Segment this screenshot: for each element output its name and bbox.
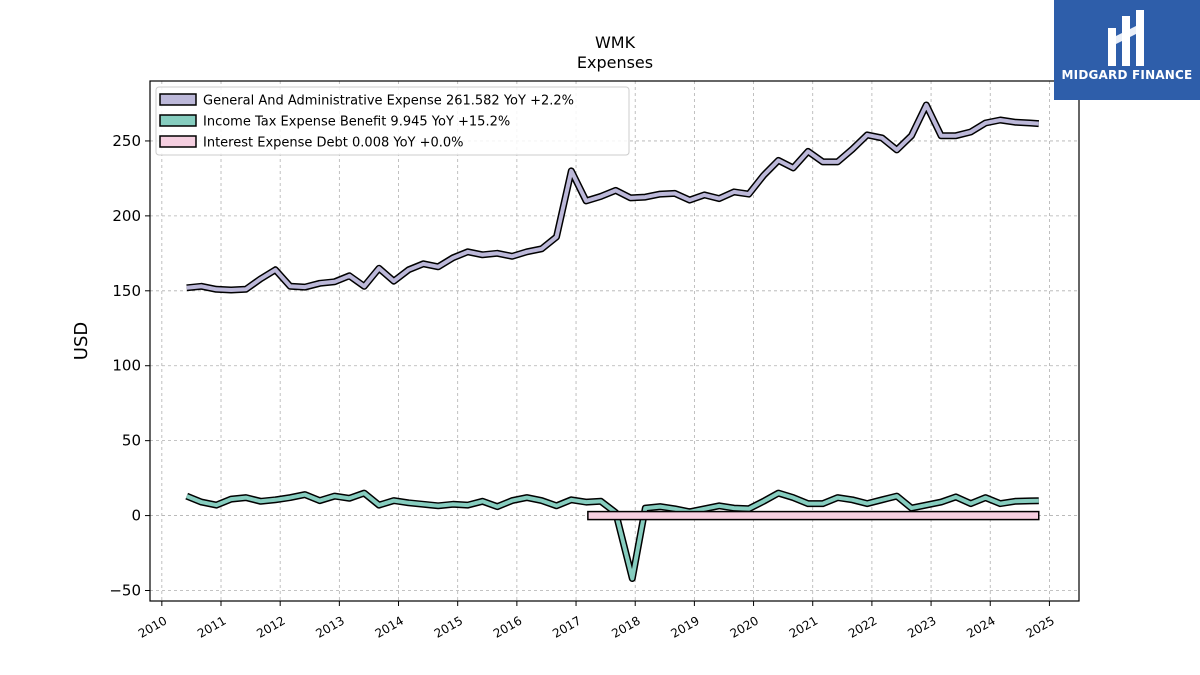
- y-axis: −50 0 50 100 150 200 250: [109, 132, 150, 600]
- chart-title: WMK: [595, 33, 636, 52]
- series-lines: [185, 101, 1040, 582]
- x-tick-label: 2015: [432, 613, 465, 640]
- y-tick-label: 0: [131, 507, 141, 525]
- x-tick-label: 2010: [136, 613, 169, 640]
- x-axis: 2010 2011 2012 2013 2014 2015 2016 2017 2018 2019…: [136, 601, 1057, 641]
- legend-label: Income Tax Expense Benefit 9.945 YoY +15…: [203, 115, 510, 130]
- legend-label: General And Administrative Expense 261.5…: [203, 94, 574, 109]
- y-tick-label: −50: [109, 582, 141, 600]
- y-tick-label: 150: [112, 282, 141, 300]
- y-tick-label: 50: [122, 432, 141, 450]
- plot-frame: [149, 80, 1080, 602]
- grid: [150, 81, 1079, 601]
- legend: General And Administrative Expense 261.5…: [155, 86, 630, 156]
- x-tick-label: 2011: [195, 613, 228, 640]
- y-tick-label: 100: [112, 357, 141, 375]
- x-tick-label: 2012: [254, 613, 287, 640]
- x-tick-label: 2018: [609, 613, 642, 640]
- midgard-finance-logo: MIDGARD FINANCE: [1054, 0, 1200, 100]
- x-tick-label: 2025: [1023, 613, 1056, 640]
- x-tick-label: 2017: [550, 613, 583, 640]
- chart-subtitle: Expenses: [577, 53, 653, 72]
- y-tick-label: 200: [112, 207, 141, 225]
- legend-label: Interest Expense Debt 0.008 YoY +0.0%: [203, 136, 464, 151]
- x-tick-label: 2013: [313, 613, 346, 640]
- x-tick-label: 2014: [373, 613, 406, 640]
- legend-swatch: [159, 93, 197, 106]
- y-tick-label: 250: [112, 132, 141, 150]
- y-axis-label: USD: [71, 322, 92, 360]
- x-tick-label: 2024: [964, 613, 997, 640]
- logo-mark-icon: [1108, 10, 1144, 66]
- logo-text: MIDGARD FINANCE: [1061, 68, 1193, 82]
- x-tick-label: 2023: [905, 613, 938, 640]
- legend-swatch: [159, 135, 197, 148]
- series-line-income-tax-expense-benefit: [185, 491, 1039, 581]
- legend-swatch: [159, 114, 197, 127]
- x-tick-label: 2020: [728, 613, 761, 640]
- x-tick-label: 2021: [787, 613, 820, 640]
- series-line-general-and-administrative-expense: [186, 103, 1039, 292]
- x-tick-label: 2016: [491, 613, 524, 640]
- x-tick-label: 2019: [668, 613, 701, 640]
- series-line-interest-expense-debt: [587, 510, 1040, 521]
- legend-box: [155, 86, 630, 156]
- x-tick-label: 2022: [846, 613, 879, 640]
